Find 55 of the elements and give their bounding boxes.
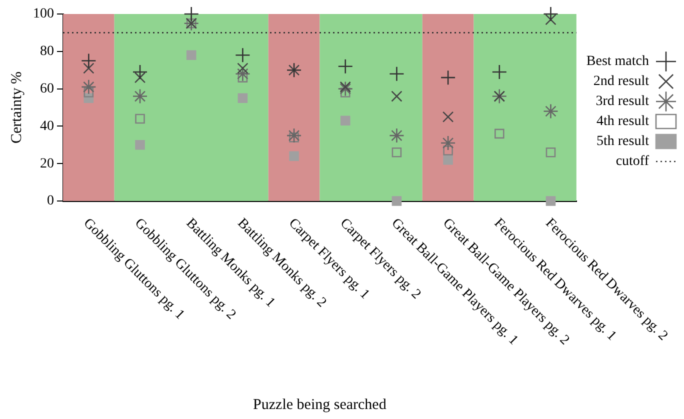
point <box>443 146 453 156</box>
legend-label: 4th result <box>596 114 650 130</box>
point <box>391 90 402 102</box>
point <box>135 114 145 124</box>
point <box>289 151 299 162</box>
point <box>440 70 456 86</box>
point <box>443 154 453 165</box>
point <box>338 81 354 96</box>
point <box>545 14 556 26</box>
point <box>134 72 146 84</box>
y-tick-label: 100 <box>33 6 54 22</box>
point <box>442 111 454 122</box>
point <box>237 62 248 74</box>
point <box>392 196 402 206</box>
point <box>543 6 558 22</box>
point <box>546 147 556 158</box>
legend-label: 2nd result <box>593 74 650 90</box>
y-axis-title: Certainty % <box>8 71 25 144</box>
point <box>389 128 404 144</box>
point <box>289 132 299 142</box>
point <box>340 88 350 98</box>
point <box>132 64 148 80</box>
point <box>543 104 558 119</box>
point <box>338 58 354 74</box>
point <box>546 196 556 206</box>
point <box>389 66 404 82</box>
y-tick-label: 40 <box>40 118 54 134</box>
point <box>392 147 402 158</box>
y-tick-label: 0 <box>47 194 54 209</box>
point <box>132 88 148 104</box>
point <box>440 135 456 151</box>
legend-label: 3rd result <box>596 94 650 110</box>
point <box>238 72 248 82</box>
y-tick-label: 20 <box>40 156 54 172</box>
point <box>135 140 145 150</box>
y-tick-label: 80 <box>40 44 54 60</box>
point <box>286 128 302 144</box>
legend-label: cutoff <box>616 154 650 170</box>
legend-label: Best match <box>586 54 649 70</box>
point <box>494 128 504 139</box>
x-axis-title: Puzzle being searched <box>253 396 387 413</box>
point <box>81 53 96 68</box>
legend-label: 5th result <box>596 134 650 150</box>
point <box>340 81 351 93</box>
point <box>81 79 96 95</box>
point <box>492 64 508 80</box>
point <box>184 6 199 22</box>
point <box>186 50 196 60</box>
point <box>235 66 250 82</box>
point <box>83 62 94 74</box>
point <box>238 93 248 104</box>
point <box>84 88 94 98</box>
y-tick-label: 60 <box>40 81 54 96</box>
point <box>340 116 350 126</box>
point <box>235 47 250 63</box>
